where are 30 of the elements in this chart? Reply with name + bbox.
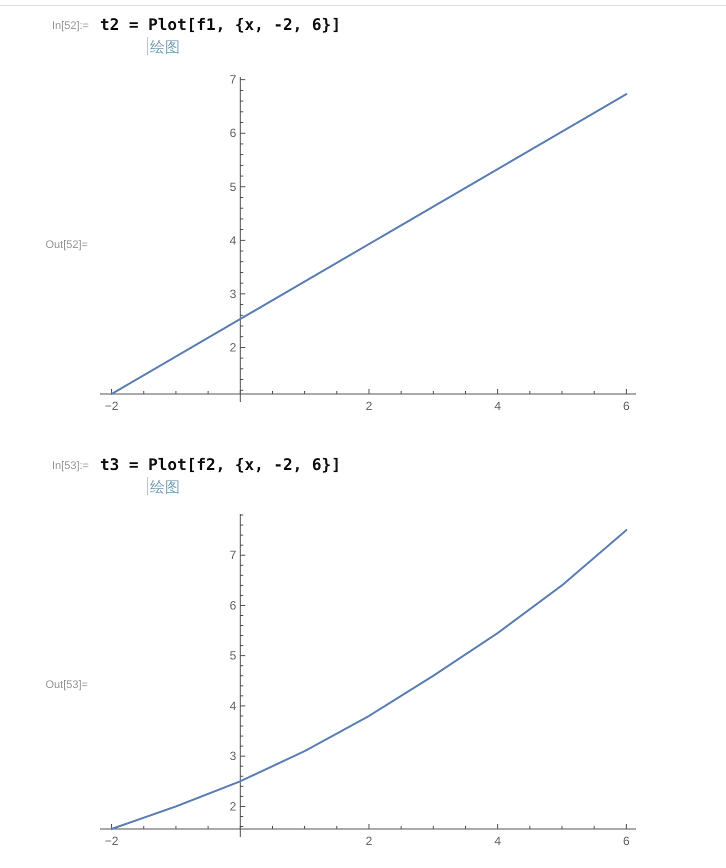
text: 绘图 — [150, 39, 180, 56]
y-tick-label: 3 — [230, 286, 237, 301]
x-tick-label: −2 — [104, 834, 119, 848]
line-series — [110, 529, 628, 830]
text: Out[52]= — [45, 239, 88, 251]
y-tick-label: 5 — [230, 648, 237, 663]
y-tick-label: 6 — [230, 126, 237, 140]
y-tick-label: 7 — [230, 548, 237, 562]
y-tick-label: 2 — [230, 799, 237, 814]
y-tick-label: 4 — [230, 698, 237, 713]
x-tick-label: 2 — [366, 834, 373, 848]
text: In[53]:= — [52, 460, 89, 472]
x-tick-label: 4 — [494, 399, 502, 413]
text: Out[53]= — [45, 679, 88, 691]
text: 绘图 — [150, 479, 180, 496]
y-tick-label: 4 — [230, 233, 237, 248]
y-tick-label: 2 — [230, 340, 237, 354]
y-tick-label: 3 — [230, 749, 237, 764]
line-series — [110, 93, 628, 395]
x-tick-label: 4 — [494, 834, 502, 848]
x-tick-label: −2 — [104, 399, 119, 413]
x-tick-label: 2 — [366, 399, 373, 413]
text: In[52]:= — [52, 20, 89, 32]
y-tick-label: 7 — [230, 72, 237, 87]
chart-title: t3 = Plot[f2, {x, -2, 6}] — [100, 455, 341, 474]
x-tick-label: 6 — [623, 399, 630, 413]
chart-title: t2 = Plot[f1, {x, -2, 6}] — [100, 15, 341, 34]
y-tick-label: 6 — [230, 598, 237, 612]
y-tick-label: 5 — [230, 180, 237, 194]
x-tick-label: 6 — [623, 834, 630, 848]
